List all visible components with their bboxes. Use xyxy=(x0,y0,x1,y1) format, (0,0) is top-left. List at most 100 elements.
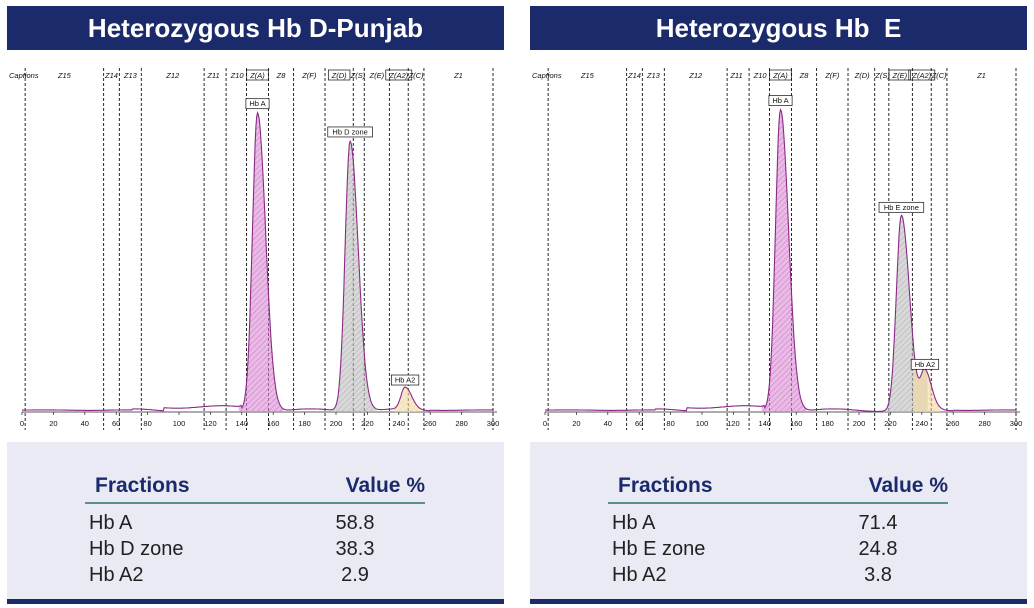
x-tick-label: 60 xyxy=(635,419,643,428)
x-tick-label: 280 xyxy=(455,419,468,428)
x-tick-label: 220 xyxy=(884,419,897,428)
fraction-name: Hb A xyxy=(89,512,133,534)
x-tick-label: 0 xyxy=(543,419,547,428)
zone-label-box xyxy=(888,69,911,81)
zone-label: Z1 xyxy=(453,71,463,80)
peak-label-box xyxy=(327,126,373,138)
peak-fill xyxy=(238,112,284,413)
zone-label: Z10 xyxy=(753,71,768,80)
table-row: Hb A2 2.9 xyxy=(85,564,425,590)
zone-label: Z12 xyxy=(165,71,180,80)
x-tick-label: 260 xyxy=(424,419,437,428)
x-tick-label: 60 xyxy=(112,419,120,428)
zone-label-box xyxy=(246,69,269,81)
x-tick-label: 120 xyxy=(727,419,740,428)
fractions-table: Fractions Value % Hb A 58.8 Hb D zone 38… xyxy=(7,442,504,600)
zone-label: Z(S) xyxy=(874,71,890,80)
x-tick-label: 0 xyxy=(20,419,24,428)
fraction-name: Hb A2 xyxy=(89,564,144,586)
peak-fill xyxy=(913,350,941,412)
bottom-bar xyxy=(7,599,504,604)
peak-label: Hb A2 xyxy=(395,376,415,385)
zone-label: Z15 xyxy=(57,71,72,80)
table-row: Hb A 58.8 xyxy=(85,512,425,538)
peak-label-box xyxy=(878,201,925,213)
zone-label: Z(F) xyxy=(824,71,840,80)
fraction-name: Hb D zone xyxy=(89,538,184,560)
fraction-value: 71.4 xyxy=(858,512,898,534)
zone-label: Z11 xyxy=(729,71,742,80)
zone-label: Z13 xyxy=(123,71,138,80)
zone-label-box xyxy=(327,69,351,81)
panel-title: Heterozygous Hb D-Punjab xyxy=(7,6,504,50)
x-tick-label: 180 xyxy=(821,419,834,428)
peak-label-box xyxy=(910,358,940,370)
fraction-value: 24.8 xyxy=(858,538,898,560)
trace-line xyxy=(545,108,1016,412)
panel-hb-e: Heterozygous Hb E Captions Z15 Z14 Z13 Z12 Z1… xyxy=(530,6,1027,604)
zone-label: Z(D) xyxy=(854,71,870,80)
peak-label: Hb E zone xyxy=(884,203,919,212)
x-tick-label: 180 xyxy=(298,419,311,428)
panel-title: Heterozygous Hb E xyxy=(530,6,1027,50)
zone-label: Z(A2) xyxy=(388,71,408,80)
table-row: Hb A 71.4 xyxy=(608,512,948,538)
peak-label: Hb A2 xyxy=(915,360,935,369)
electropherogram-chart: Captions Z15 Z14 Z13 Z12 Z11 Z10 Z(A) Z8 Z(F) Z(D)… xyxy=(530,50,1027,440)
zone-label: Z11 xyxy=(206,71,219,80)
x-tick-label: 100 xyxy=(696,419,709,428)
zone-label: Z13 xyxy=(646,71,661,80)
bottom-bar xyxy=(530,599,1027,604)
header-fractions: Fractions xyxy=(618,474,713,497)
peak-fill xyxy=(331,141,377,413)
electropherogram-chart: Captions Z15 Z14 Z13 Z12 Z11 Z10 Z(A) Z8 Z(F) Z(D)… xyxy=(7,50,504,440)
peak-label: Hb A xyxy=(249,99,265,108)
zone-label-box xyxy=(908,69,936,81)
x-tick-label: 40 xyxy=(604,419,612,428)
fraction-name: Hb A xyxy=(612,512,656,534)
peak-label-box xyxy=(768,95,793,106)
zone-label: Z(A2) xyxy=(911,71,931,80)
x-tick-label: 200 xyxy=(853,419,866,428)
fractions-table: Fractions Value % Hb A 71.4 Hb E zone 24… xyxy=(530,442,1027,600)
fraction-value: 2.9 xyxy=(341,564,369,586)
zone-label: Z(E) xyxy=(369,71,385,80)
zone-label: Z(A) xyxy=(249,71,265,80)
fraction-value: 58.8 xyxy=(335,512,375,534)
table-row: Hb A2 3.8 xyxy=(608,564,948,590)
x-tick-label: 160 xyxy=(790,419,803,428)
zone-label: Z(E) xyxy=(892,71,908,80)
trace-line xyxy=(22,111,493,412)
zone-label: Z14 xyxy=(104,71,118,80)
x-tick-label: 160 xyxy=(267,419,280,428)
zone-label: Z8 xyxy=(276,71,287,80)
x-tick-label: 80 xyxy=(666,419,674,428)
x-tick-label: 260 xyxy=(947,419,960,428)
fraction-value: 38.3 xyxy=(335,538,375,560)
peak-label: Hb D zone xyxy=(332,127,367,136)
table-row: Hb E zone 24.8 xyxy=(608,538,948,564)
x-tick-label: 200 xyxy=(330,419,343,428)
zone-label: Z15 xyxy=(580,71,595,80)
peak-label: Hb A xyxy=(772,96,788,105)
peak-fill xyxy=(394,387,421,412)
table-row: Hb D zone 38.3 xyxy=(85,538,425,564)
peak-label-box xyxy=(390,374,420,386)
x-tick-label: 100 xyxy=(173,419,186,428)
x-tick-label: 40 xyxy=(81,419,89,428)
x-tick-label: 80 xyxy=(143,419,151,428)
fraction-value: 3.8 xyxy=(864,564,892,586)
zone-label: Z10 xyxy=(230,71,245,80)
zone-label: Z(D) xyxy=(331,71,347,80)
x-tick-label: 300 xyxy=(1010,419,1023,428)
captions-label: Captions xyxy=(532,71,562,80)
x-tick-label: 220 xyxy=(361,419,374,428)
x-tick-label: 140 xyxy=(236,419,249,428)
fraction-name: Hb E zone xyxy=(612,538,706,560)
zone-label: Z1 xyxy=(976,71,986,80)
peak-fill xyxy=(882,215,928,412)
x-tick-label: 240 xyxy=(393,419,406,428)
x-tick-label: 140 xyxy=(759,419,772,428)
x-tick-label: 300 xyxy=(487,419,500,428)
header-value: Value % xyxy=(868,474,948,497)
